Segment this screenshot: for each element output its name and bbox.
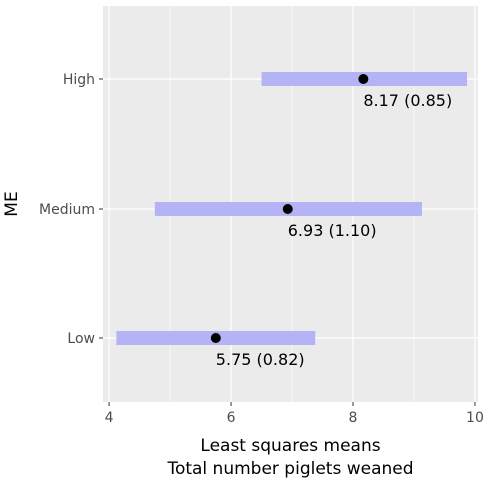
mean-point xyxy=(210,333,221,343)
data-label: 5.75 (0.82) xyxy=(216,350,305,369)
y-tick-label: High xyxy=(63,72,95,88)
y-tick-label: Low xyxy=(67,331,95,347)
axis-ticks: 4 6 8 10 High Medium Low xyxy=(39,72,484,426)
x-tick-label: 8 xyxy=(349,410,358,426)
x-tick-label: 6 xyxy=(227,410,236,426)
x-axis-title: Least squares means xyxy=(200,436,380,456)
x-axis-title-line2: Total number piglets weaned xyxy=(166,459,413,479)
data-label: 8.17 (0.85) xyxy=(363,91,452,110)
y-axis-title: ME xyxy=(2,191,22,216)
x-tick-label: 4 xyxy=(105,410,114,426)
mean-point xyxy=(282,204,293,214)
data-label: 6.93 (1.10) xyxy=(288,221,377,240)
y-tick-label: Medium xyxy=(39,202,95,218)
mean-point xyxy=(358,74,369,84)
chart-marks: 8.17 (0.85) 6.93 (1.10) 5.75 (0.82) xyxy=(116,72,468,369)
x-tick-label: 10 xyxy=(466,410,484,426)
